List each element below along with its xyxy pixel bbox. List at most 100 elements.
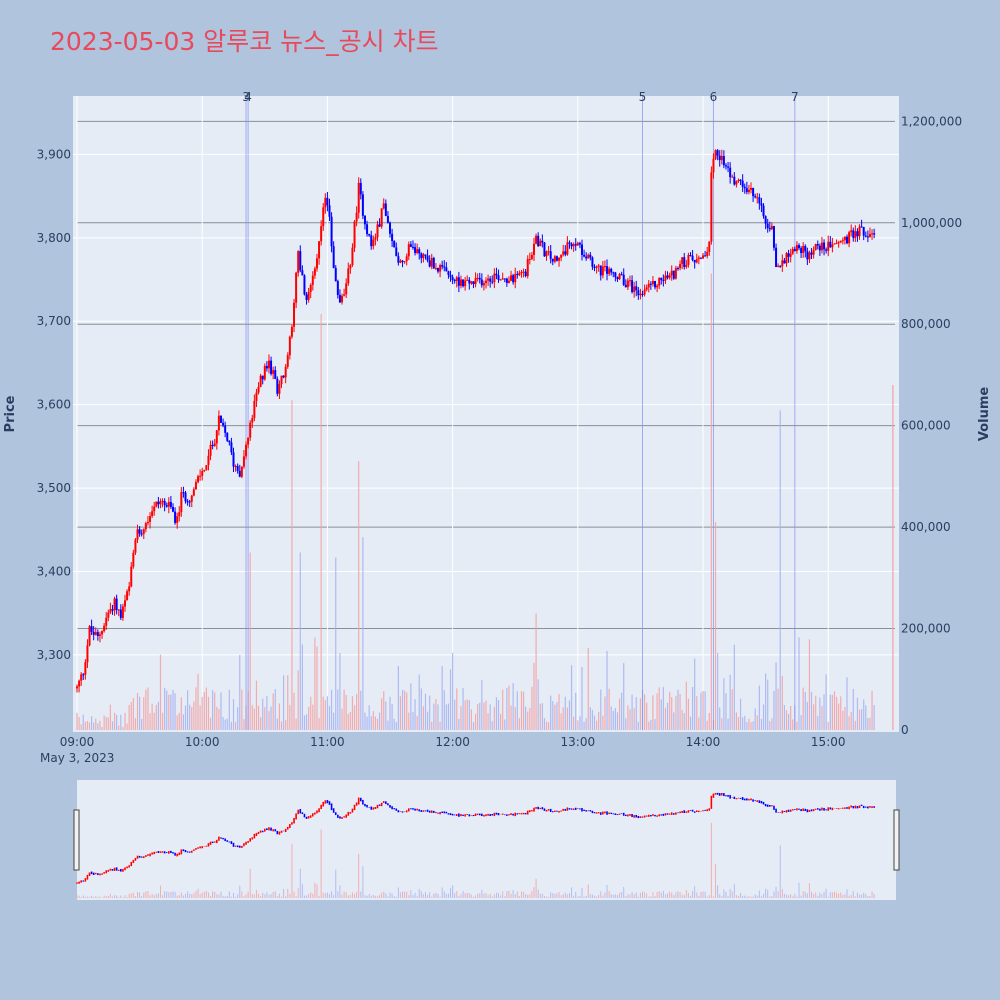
candle-body xyxy=(697,257,700,260)
volume-bar xyxy=(368,705,370,730)
volume-bar xyxy=(522,691,525,730)
slider-volume-bar xyxy=(128,893,130,898)
candle-body xyxy=(447,271,450,275)
volume-bar xyxy=(253,708,255,730)
volume-bar xyxy=(452,652,454,730)
volume-bar xyxy=(385,701,387,730)
slider-volume-bar xyxy=(510,893,512,898)
candle-body xyxy=(514,274,517,283)
main-plot-background xyxy=(73,96,899,732)
range-slider-right-handle[interactable] xyxy=(893,809,900,871)
candle-body xyxy=(132,552,135,567)
volume-bar xyxy=(495,697,498,730)
volume-bar xyxy=(333,712,335,730)
slider-volume-bar xyxy=(97,896,99,898)
volume-bar xyxy=(589,707,591,730)
slider-volume-bar xyxy=(869,895,871,898)
slider-volume-bar xyxy=(477,893,479,898)
volume-bar xyxy=(370,716,372,730)
volume-bar xyxy=(694,658,696,730)
slider-volume-bar xyxy=(777,891,779,898)
range-slider[interactable] xyxy=(77,780,896,900)
slider-volume-bar xyxy=(765,888,767,898)
volume-bar xyxy=(748,718,750,730)
volume-bar xyxy=(639,698,642,730)
candle-body xyxy=(201,471,204,476)
volume-bar xyxy=(155,704,157,730)
volume-bar xyxy=(180,697,182,730)
slider-volume-bar xyxy=(685,890,687,898)
candle-body xyxy=(217,415,220,431)
volume-bar xyxy=(817,716,819,730)
volume-bar xyxy=(341,708,343,730)
candle-body xyxy=(270,360,273,374)
slider-volume-bar xyxy=(422,894,424,898)
candle-body xyxy=(324,197,327,208)
candle-body xyxy=(372,239,375,247)
volume-bar xyxy=(671,697,673,730)
volume-bar xyxy=(395,721,397,730)
slider-volume-bar xyxy=(174,891,176,898)
slider-volume-bar xyxy=(82,895,84,898)
candle-body xyxy=(213,443,216,446)
candle-body xyxy=(535,235,538,244)
volume-bar xyxy=(573,716,575,730)
slider-volume-bar xyxy=(111,896,113,898)
volume-bar xyxy=(97,723,99,730)
slider-volume-bar xyxy=(391,893,393,898)
slider-volume-bar xyxy=(648,896,650,898)
candle-body xyxy=(284,366,287,378)
volume-bar xyxy=(733,644,735,730)
slider-volume-bar xyxy=(596,896,598,898)
candle-body xyxy=(347,268,350,284)
candle-body xyxy=(115,598,118,610)
slider-volume-bar xyxy=(147,890,149,898)
volume-bar xyxy=(537,679,539,730)
slider-volume-bar xyxy=(268,894,270,898)
volume-bar xyxy=(276,718,278,730)
slider-volume-bar xyxy=(635,892,637,898)
range-slider-left-handle[interactable] xyxy=(73,809,80,871)
candle-body xyxy=(261,375,264,380)
slider-volume-bar xyxy=(187,891,189,898)
volume-bar xyxy=(842,710,844,730)
candle-body xyxy=(624,284,627,288)
candle-body xyxy=(645,287,648,290)
slider-volume-bar xyxy=(274,891,276,898)
candle-body xyxy=(230,442,233,453)
volume-bar xyxy=(318,718,320,730)
slider-volume-bar xyxy=(821,894,823,898)
slider-volume-bar xyxy=(452,885,454,898)
volume-bar xyxy=(147,687,149,730)
candle-body xyxy=(242,456,245,467)
slider-volume-bar xyxy=(700,891,702,898)
news-marker-label: 6 xyxy=(710,90,718,104)
candle-body xyxy=(338,295,341,303)
candle-body xyxy=(685,264,688,267)
slider-volume-bar xyxy=(831,892,833,898)
volume-bar xyxy=(412,712,414,730)
candle-body xyxy=(186,501,189,503)
slider-volume-bar xyxy=(472,896,474,898)
candles[interactable] xyxy=(76,149,876,693)
slider-volume-bar xyxy=(583,896,585,898)
candle-body xyxy=(203,470,206,472)
candle-body xyxy=(543,242,546,257)
slider-volume-bar xyxy=(683,895,685,898)
candle-body xyxy=(810,252,813,255)
volume-bar xyxy=(746,722,748,730)
slider-volume-bar xyxy=(109,893,111,898)
volume-bar xyxy=(614,708,616,730)
candle-body xyxy=(495,273,498,276)
volume-bar xyxy=(662,687,664,730)
candle-body xyxy=(762,205,765,217)
candle-body xyxy=(407,244,410,257)
slider-volume-bar xyxy=(760,896,762,898)
slider-volume-bar xyxy=(103,895,105,898)
slider-volume-bar xyxy=(364,895,366,898)
slider-volume-bar xyxy=(226,896,228,898)
candle-body xyxy=(320,226,323,242)
candle-body xyxy=(361,194,364,216)
volume-bar xyxy=(330,689,333,730)
volume-bar xyxy=(698,717,700,730)
